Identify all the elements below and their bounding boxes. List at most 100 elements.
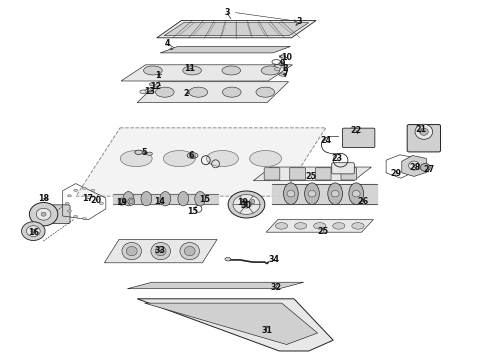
Ellipse shape (31, 229, 36, 233)
Polygon shape (121, 65, 293, 81)
Ellipse shape (274, 68, 280, 71)
FancyBboxPatch shape (332, 163, 354, 174)
Ellipse shape (29, 202, 58, 226)
Ellipse shape (36, 208, 51, 220)
Ellipse shape (420, 163, 430, 171)
Text: 31: 31 (261, 326, 272, 335)
Ellipse shape (328, 183, 343, 204)
Polygon shape (164, 23, 309, 36)
Ellipse shape (331, 190, 339, 197)
FancyBboxPatch shape (264, 168, 280, 180)
Ellipse shape (294, 222, 307, 229)
Ellipse shape (155, 87, 174, 97)
Ellipse shape (68, 195, 72, 197)
FancyBboxPatch shape (343, 128, 375, 148)
Ellipse shape (228, 191, 265, 218)
Ellipse shape (249, 198, 256, 205)
Text: 19: 19 (238, 198, 248, 207)
Polygon shape (266, 220, 373, 232)
Text: 32: 32 (271, 283, 282, 292)
FancyBboxPatch shape (316, 168, 331, 180)
Ellipse shape (225, 257, 231, 261)
Ellipse shape (160, 192, 171, 206)
Text: 34: 34 (269, 256, 280, 264)
Text: 30: 30 (241, 202, 252, 210)
Text: 27: 27 (424, 166, 435, 175)
Text: 16: 16 (28, 228, 39, 237)
Polygon shape (160, 46, 291, 53)
Ellipse shape (195, 192, 205, 206)
Ellipse shape (118, 198, 125, 205)
Text: 12: 12 (150, 82, 161, 91)
Ellipse shape (155, 247, 166, 256)
Ellipse shape (251, 199, 255, 204)
Ellipse shape (419, 128, 428, 135)
Ellipse shape (240, 198, 246, 205)
Text: 11: 11 (184, 64, 195, 73)
Ellipse shape (99, 202, 103, 204)
Ellipse shape (74, 215, 77, 217)
Ellipse shape (279, 55, 285, 58)
Ellipse shape (135, 150, 143, 154)
Ellipse shape (308, 190, 316, 197)
Ellipse shape (82, 187, 86, 189)
Ellipse shape (284, 183, 298, 204)
Text: 33: 33 (155, 246, 166, 255)
Ellipse shape (123, 192, 134, 206)
Ellipse shape (141, 192, 152, 206)
Text: 15: 15 (199, 195, 210, 204)
Ellipse shape (183, 66, 201, 75)
Ellipse shape (279, 73, 286, 76)
Ellipse shape (128, 198, 135, 205)
Ellipse shape (121, 150, 152, 167)
FancyBboxPatch shape (51, 205, 70, 224)
Ellipse shape (233, 194, 260, 215)
Text: 19: 19 (117, 198, 127, 207)
Ellipse shape (65, 202, 69, 204)
Ellipse shape (129, 199, 133, 204)
Ellipse shape (144, 66, 162, 75)
Text: 26: 26 (357, 197, 368, 206)
Ellipse shape (249, 150, 281, 167)
Ellipse shape (74, 189, 78, 192)
Text: 5: 5 (142, 148, 147, 157)
Ellipse shape (126, 247, 137, 256)
Ellipse shape (275, 222, 288, 229)
Text: 6: 6 (188, 152, 194, 161)
Ellipse shape (273, 65, 281, 69)
Text: 13: 13 (144, 87, 155, 96)
Text: 21: 21 (416, 125, 427, 134)
Ellipse shape (349, 183, 364, 204)
Text: 17: 17 (82, 194, 93, 202)
Ellipse shape (189, 87, 208, 97)
Polygon shape (76, 128, 326, 196)
Text: 28: 28 (410, 163, 420, 172)
Text: 3: 3 (296, 17, 302, 26)
Polygon shape (157, 21, 316, 38)
Text: 10: 10 (281, 53, 292, 62)
Ellipse shape (241, 199, 245, 204)
Polygon shape (137, 82, 289, 103)
Ellipse shape (140, 90, 146, 94)
Ellipse shape (305, 183, 319, 204)
Text: 29: 29 (391, 170, 401, 179)
Ellipse shape (314, 222, 326, 229)
FancyBboxPatch shape (407, 125, 441, 152)
Polygon shape (145, 303, 318, 345)
Ellipse shape (261, 66, 280, 75)
Text: 1: 1 (155, 71, 161, 80)
Ellipse shape (242, 201, 251, 208)
Ellipse shape (26, 226, 40, 237)
Ellipse shape (22, 222, 45, 240)
FancyBboxPatch shape (341, 168, 357, 180)
Ellipse shape (206, 150, 238, 167)
Ellipse shape (333, 222, 345, 229)
Text: 25: 25 (318, 227, 329, 236)
Ellipse shape (122, 243, 142, 260)
Text: 15: 15 (188, 207, 198, 216)
Ellipse shape (149, 83, 154, 86)
Ellipse shape (415, 124, 433, 139)
Text: 22: 22 (351, 126, 362, 135)
Ellipse shape (178, 192, 189, 206)
Text: 25: 25 (306, 172, 317, 181)
